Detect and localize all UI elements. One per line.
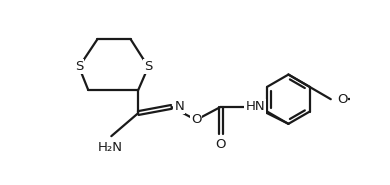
Text: S: S [75, 60, 83, 73]
Text: O: O [191, 113, 201, 127]
Text: S: S [144, 60, 152, 73]
Text: O: O [337, 93, 347, 106]
Text: O: O [215, 138, 226, 152]
Text: N: N [174, 100, 184, 113]
Text: H₂N: H₂N [97, 141, 122, 154]
Text: HN: HN [245, 100, 265, 113]
